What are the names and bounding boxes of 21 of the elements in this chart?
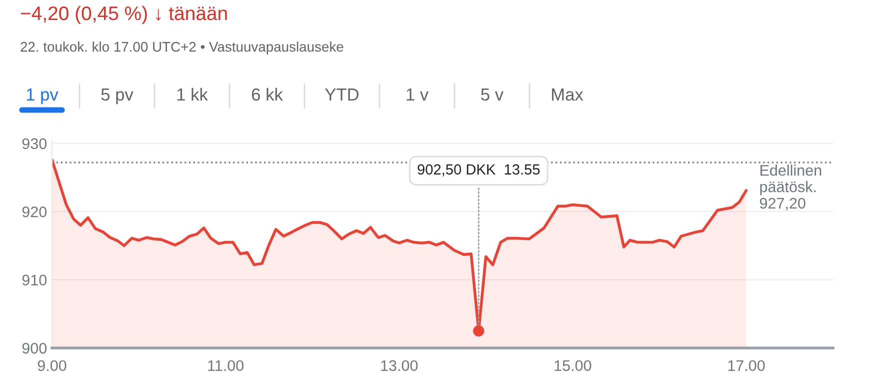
y-tick-label: 920: [22, 206, 47, 218]
annotation: 902,50 DKK 13.55: [418, 164, 540, 176]
text: Max: [552, 88, 584, 101]
x-tick-label: 9.00: [38, 360, 66, 372]
text: 1 v: [406, 88, 429, 100]
text: 1 pv: [26, 88, 58, 104]
y-tick-label: 910: [22, 274, 47, 286]
chart-title: −4,20 (0,45 %) ↓ tänään: [20, 6, 227, 24]
ref-line-label: Edellinen päätösk. 927,20: [760, 164, 822, 210]
text: 1 kk: [177, 88, 208, 100]
y-tick-label: 930: [22, 138, 47, 150]
x-tick-label: 13.00: [381, 360, 418, 372]
y-tick-label: 900: [22, 342, 47, 354]
text: 6 kk: [252, 88, 283, 101]
text: 5 pv: [101, 88, 134, 104]
text: YTD: [325, 88, 359, 100]
chart-subtitle: 22. toukok. klo 17.00 UTC+2 • Vastuuvapauslauseke: [20, 42, 344, 54]
x-tick-label: 15.00: [554, 360, 592, 372]
text: 5 v: [481, 88, 504, 101]
x-tick-label: 17.00: [728, 360, 765, 372]
x-tick-label: 11.00: [208, 360, 244, 372]
